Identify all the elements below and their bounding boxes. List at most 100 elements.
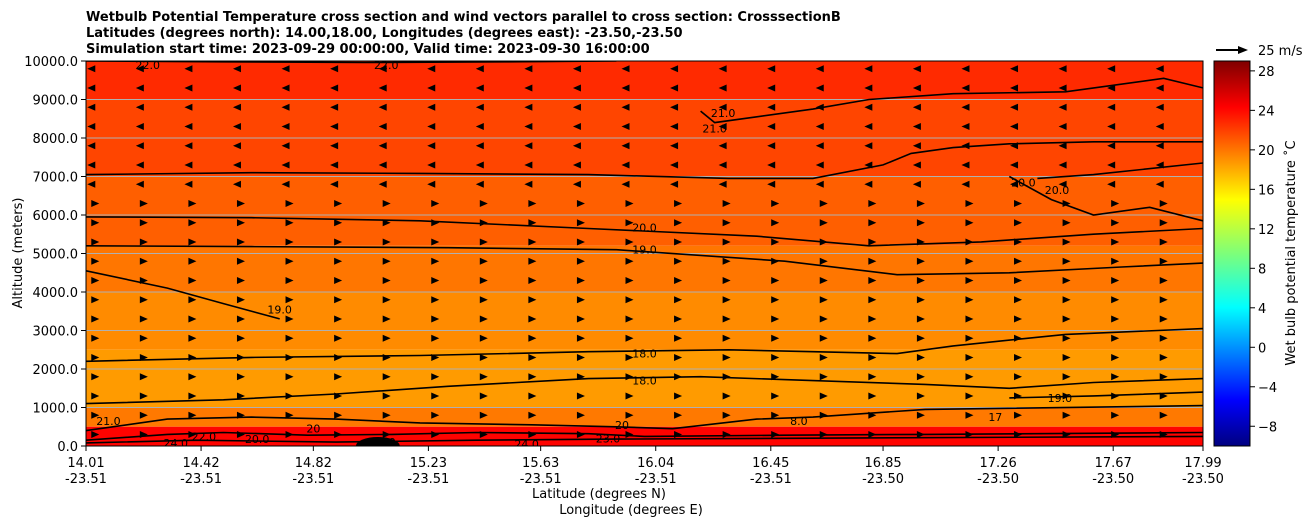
wind-arrow: [1111, 430, 1120, 438]
x-tick-label-lat: 16.04: [637, 456, 674, 471]
colorbar-ticks: 28 24 20 16 12 8 4 0 −4 −8: [1250, 65, 1277, 435]
wind-arrow: [912, 122, 921, 130]
contour-label: 21.0: [702, 122, 727, 135]
wind-arrow: [139, 238, 148, 246]
wind-arrow: [771, 238, 780, 246]
wind-arrow: [864, 161, 873, 169]
wind-arrow: [864, 65, 873, 73]
wind-arrow: [1155, 180, 1164, 188]
wind-arrow: [479, 334, 488, 342]
wind-arrow: [961, 122, 970, 130]
wind-arrow: [285, 315, 294, 323]
wind-arrow: [382, 238, 391, 246]
wind-arrow: [281, 65, 290, 73]
wind-arrow: [718, 84, 727, 92]
wind-arrow: [334, 199, 343, 207]
wind-arrow: [767, 142, 776, 150]
x-tick-label-lat: 15.23: [410, 456, 447, 471]
wind-arrow: [382, 276, 391, 284]
wind-arrow: [722, 353, 731, 361]
wind-arrow: [1111, 238, 1120, 246]
contour-label: 18.0: [632, 348, 657, 361]
wind-arrow: [382, 296, 391, 304]
field-band: [86, 292, 1203, 350]
wind-arrow: [236, 257, 245, 265]
wind-arrow: [1062, 257, 1071, 265]
wind-arrow: [139, 219, 148, 227]
wind-arrow: [1058, 103, 1067, 111]
wind-arrow: [621, 161, 630, 169]
y-tick-label: 8000.0: [33, 132, 79, 147]
wind-arrow: [819, 334, 828, 342]
wind-arrow: [1014, 373, 1023, 381]
wind-arrow: [1062, 199, 1071, 207]
chart-title-line3: Simulation start time: 2023-09-29 00:00:…: [86, 42, 650, 57]
wind-arrow: [91, 411, 100, 419]
wind-arrow: [91, 238, 100, 246]
wind-arrow: [236, 411, 245, 419]
wind-arrow: [576, 257, 585, 265]
wind-arrow: [576, 276, 585, 284]
wind-arrow: [139, 373, 148, 381]
wind-arrow: [479, 373, 488, 381]
wind-arrow: [378, 180, 387, 188]
wind-arrow: [139, 334, 148, 342]
wind-arrow: [625, 276, 634, 284]
wind-arrow: [1014, 411, 1023, 419]
wind-arrow: [625, 373, 634, 381]
wind-arrow: [334, 392, 343, 400]
wind-arrow: [868, 219, 877, 227]
wind-arrow: [1111, 199, 1120, 207]
wind-arrow: [965, 353, 974, 361]
contour-label: 20.0: [632, 222, 657, 235]
wind-arrow: [91, 219, 100, 227]
wind-arrow: [771, 219, 780, 227]
wind-arrow: [864, 103, 873, 111]
wind-arrow: [771, 296, 780, 304]
wind-arrow: [91, 257, 100, 265]
wind-arrow: [188, 430, 197, 438]
wind-arrow: [285, 276, 294, 284]
wind-arrow: [236, 353, 245, 361]
wind-arrow: [87, 122, 96, 130]
wind-arrow: [718, 142, 727, 150]
wind-arrow: [236, 276, 245, 284]
wind-arrow: [912, 65, 921, 73]
wind-arrow: [1111, 257, 1120, 265]
wind-arrow: [572, 122, 581, 130]
contour-label: 23.0: [596, 432, 621, 445]
y-tick-label: 4000.0: [33, 286, 79, 301]
contour-line: [1008, 175, 1203, 222]
wind-arrow: [236, 430, 245, 438]
wind-arrow: [334, 334, 343, 342]
wind-arrow: [524, 180, 533, 188]
wind-arrow: [528, 334, 537, 342]
wind-arrow: [815, 65, 824, 73]
y-axis: 0.0 1000.0 2000.0 3000.0 4000.0 5000.0 6000.0 7…: [24, 55, 86, 455]
contour-line: [1037, 162, 1203, 180]
wind-arrow: [330, 103, 339, 111]
wind-arrow: [819, 296, 828, 304]
wind-arrow: [479, 353, 488, 361]
wind-arrow: [819, 276, 828, 284]
wind-arrow: [1010, 180, 1019, 188]
wind-arrow: [767, 84, 776, 92]
wind-arrow: [87, 180, 96, 188]
x-tick-label-lat: 17.26: [980, 456, 1017, 471]
wind-arrow: [479, 392, 488, 400]
wind-arrow: [674, 238, 683, 246]
contour-label: 22.0: [192, 430, 217, 443]
contour-line: [1009, 391, 1203, 399]
wind-arrow: [1159, 411, 1168, 419]
wind-arrow: [431, 238, 440, 246]
wind-arrow: [767, 65, 776, 73]
wind-arrow: [1014, 219, 1023, 227]
wind-arrow: [1014, 257, 1023, 265]
wind-arrow: [771, 353, 780, 361]
wind-arrow: [285, 334, 294, 342]
x-tick-label-lat: 16.85: [864, 456, 901, 471]
wind-arrow: [1159, 430, 1168, 438]
wind-arrow: [722, 238, 731, 246]
wind-arrow: [528, 296, 537, 304]
wind-arrow: [868, 276, 877, 284]
